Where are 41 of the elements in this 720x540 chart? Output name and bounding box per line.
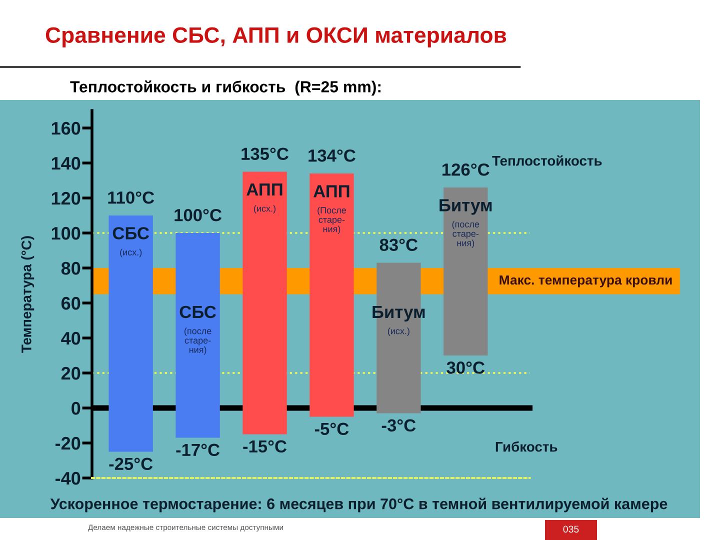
annotation: 134°C: [308, 149, 356, 162]
annotation: -15°C: [243, 440, 287, 453]
chart-title: Сравнение СБС, АПП и ОКСИ материалов: [46, 27, 506, 48]
y-tick-label: 160: [52, 122, 80, 135]
band-label: Макс. температура кровли: [500, 275, 672, 288]
y-tick-label: 40: [61, 332, 80, 345]
bar: [242, 172, 287, 434]
annotation: 110°C: [108, 191, 154, 204]
bar: [108, 216, 153, 452]
y-tick-label: 120: [52, 192, 80, 205]
y-tick-label: -20: [56, 436, 80, 450]
y-tick-label: 100: [52, 226, 80, 240]
x-tick-label: АПП (После старе- ния): [314, 185, 350, 234]
x-tick-label: Битум (исх.): [372, 306, 425, 336]
annotation: 126°C: [442, 163, 490, 176]
y-tick-label: 20: [61, 366, 80, 380]
y-axis-title: Температура (°C): [21, 236, 34, 353]
annotation: 100°C: [174, 208, 222, 222]
x-tick-label: Битум (после старе- ния): [440, 199, 492, 248]
annotation: Теплостойкость: [492, 155, 602, 166]
annotation: 135°C: [242, 148, 289, 160]
bar: [176, 233, 220, 438]
bar: [310, 174, 354, 417]
annotation: -17°C: [176, 444, 220, 456]
y-tick-label: 60: [61, 296, 80, 310]
y-tick-label: 140: [52, 156, 80, 170]
x-tick-label: АПП (исх.): [246, 184, 282, 214]
chart-subtitle: Теплостойкость и гибкость (R=25 mm):: [70, 80, 380, 96]
text: 035: [563, 526, 579, 533]
y-tick-label: -40: [56, 472, 80, 485]
annotation: 83°C: [380, 238, 418, 252]
x-tick-label: СБС (после старе- ния): [180, 306, 216, 355]
text: Ускоренное термостарение: 6 месяцев при 70°C в темной вентилируемой камере: [50, 498, 668, 512]
annotation: Гибкость: [496, 441, 558, 452]
annotation: -3°C: [382, 419, 416, 432]
annotation: 30°C: [446, 362, 485, 374]
annotation: -25°C: [109, 458, 153, 470]
x-tick-label: СБС (исх.): [112, 227, 150, 258]
y-tick-label: 0: [72, 402, 80, 415]
y-tick-label: 80: [61, 262, 80, 275]
annotation: -5°C: [314, 422, 349, 436]
